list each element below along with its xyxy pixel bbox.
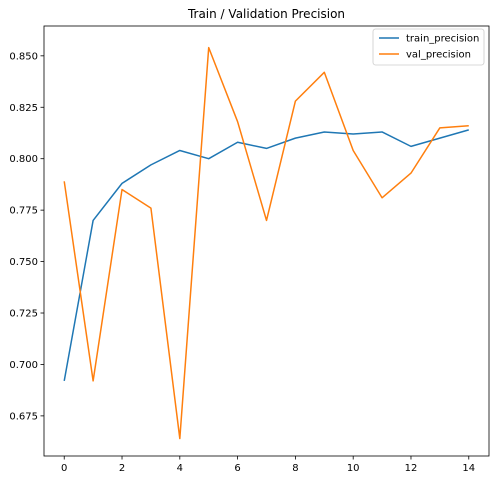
y-tick-label: 0.800: [9, 154, 38, 165]
chart-title: Train / Validation Precision: [187, 7, 345, 21]
series-layer: [63, 46, 469, 440]
series-line-train-precision: [63, 129, 469, 382]
x-tick-label: 12: [405, 463, 418, 474]
y-tick-label: 0.775: [9, 206, 38, 217]
x-tick-label: 10: [347, 463, 360, 474]
axes: 0 2 4 6 8 10 12 14 0.675 0.700 0.725 0.750 0.775 0.80…: [9, 51, 475, 474]
legend-box: [372, 28, 485, 66]
legend: train_precision val_precision: [372, 28, 485, 66]
x-tick-label: 2: [119, 463, 125, 474]
y-tick-label: 0.750: [9, 257, 38, 268]
y-tick-label: 0.725: [9, 309, 38, 320]
x-tick-label: 4: [177, 463, 183, 474]
x-tick-label: 0: [61, 463, 67, 474]
x-tick-label: 8: [292, 463, 298, 474]
series-line-val-precision: [63, 46, 469, 440]
x-tick-label: 6: [234, 463, 240, 474]
y-tick-label: 0.850: [9, 51, 38, 62]
legend-label: val_precision: [406, 50, 471, 61]
x-tick-label: 14: [462, 463, 475, 474]
legend-label: train_precision: [406, 34, 479, 45]
y-tick-label: 0.825: [9, 103, 38, 114]
y-tick-label: 0.675: [9, 411, 38, 422]
plot-frame: [43, 25, 490, 457]
y-tick-label: 0.700: [9, 360, 38, 371]
